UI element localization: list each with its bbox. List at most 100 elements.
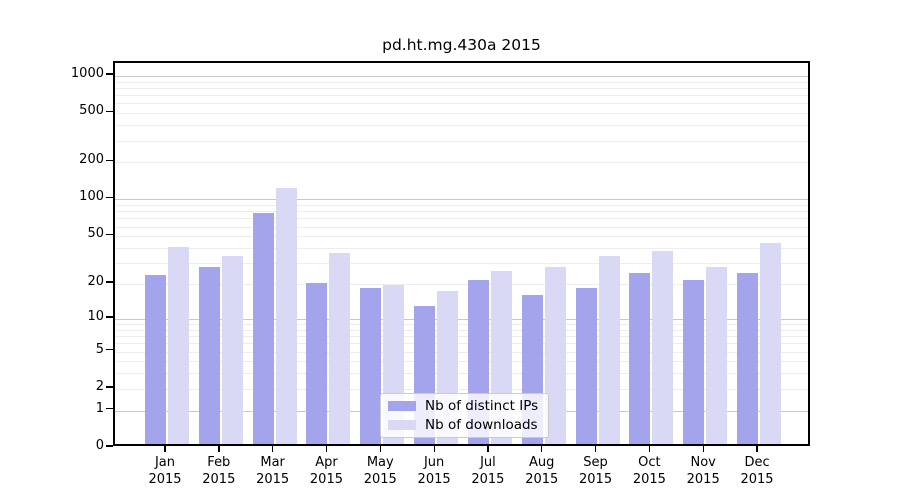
minor-gridline <box>115 373 808 375</box>
bar-distinct-ips-jan <box>145 275 166 444</box>
y-tick-label: 0 <box>95 438 104 453</box>
minor-gridline <box>115 218 808 220</box>
bar-downloads-feb <box>221 255 243 444</box>
x-tick-label-aug: Aug 2015 <box>525 455 559 487</box>
minor-gridline <box>115 324 808 325</box>
y-tick-label: 2 <box>95 378 104 394</box>
x-tick <box>594 446 597 452</box>
major-gridline <box>115 199 808 201</box>
x-tick-label-jun: Jun 2015 <box>417 455 451 487</box>
y-tick <box>106 386 113 388</box>
y-tick <box>106 159 113 162</box>
minor-gridline <box>115 140 808 142</box>
y-tick <box>106 110 113 112</box>
y-tick-label: 10 <box>87 308 104 324</box>
x-tick <box>433 446 435 452</box>
minor-gridline <box>115 81 808 83</box>
bar-distinct-ips-nov <box>683 280 705 444</box>
minor-gridline <box>115 103 808 105</box>
bar-distinct-ips-mar <box>252 212 274 444</box>
legend: Nb of distinct IPs Nb of downloads <box>380 393 549 438</box>
y-tick-label: 20 <box>87 274 104 290</box>
bar-downloads-jan <box>168 246 189 444</box>
minor-gridline <box>115 336 808 338</box>
bar-downloads-oct <box>652 251 674 444</box>
minor-gridline <box>115 329 808 331</box>
major-gridline <box>115 75 808 77</box>
minor-gridline <box>115 125 808 127</box>
y-tick <box>106 316 113 318</box>
y-tick <box>106 445 113 447</box>
x-tick-label-apr: Apr 2015 <box>309 455 343 487</box>
bar-downloads-apr <box>329 252 351 444</box>
minor-gridline <box>115 236 808 238</box>
y-tick <box>106 73 113 75</box>
y-tick <box>106 233 113 235</box>
plot-area: Nb of distinct IPs Nb of downloads <box>113 61 810 446</box>
x-tick <box>218 446 220 452</box>
bar-downloads-aug <box>544 266 566 444</box>
y-tick-label: 500 <box>79 103 104 119</box>
y-tick <box>106 281 113 283</box>
major-gridline <box>115 318 808 320</box>
bar-distinct-ips-may <box>360 288 382 444</box>
minor-gridline <box>115 263 808 265</box>
y-tick-label: 1 <box>95 400 104 416</box>
y-tick <box>106 196 113 199</box>
x-tick <box>756 446 758 452</box>
minor-gridline <box>115 351 808 353</box>
legend-item-downloads: Nb of downloads <box>381 417 548 433</box>
x-tick-label-jul: Jul 2015 <box>471 455 505 487</box>
minor-gridline <box>115 211 808 213</box>
legend-swatch-downloads <box>388 420 416 431</box>
chart-title: pd.ht.mg.430a 2015 <box>382 36 541 54</box>
x-tick-label-mar: Mar 2015 <box>256 455 290 487</box>
minor-gridline <box>115 248 808 249</box>
y-tick-label: 100 <box>79 189 104 205</box>
x-tick <box>325 446 328 452</box>
minor-gridline <box>115 226 808 228</box>
y-tick-label: 1000 <box>70 65 104 81</box>
legend-label-downloads: Nb of downloads <box>425 417 538 434</box>
y-tick <box>106 348 113 351</box>
bar-distinct-ips-dec <box>737 272 759 444</box>
x-tick-label-may: May 2015 <box>363 455 397 487</box>
y-tick-label: 5 <box>95 341 104 357</box>
minor-gridline <box>115 162 808 164</box>
x-tick-label-jan: Jan 2015 <box>148 455 182 487</box>
x-tick-label-oct: Oct 2015 <box>632 455 666 487</box>
minor-gridline <box>115 284 808 286</box>
bar-downloads-dec <box>760 242 782 444</box>
minor-gridline <box>115 361 808 363</box>
minor-gridline <box>115 205 808 207</box>
minor-gridline <box>115 388 808 390</box>
bar-distinct-ips-sep <box>575 288 597 444</box>
bar-distinct-ips-apr <box>306 282 328 444</box>
x-tick-label-nov: Nov 2015 <box>686 455 720 487</box>
bar-downloads-mar <box>275 188 297 444</box>
minor-gridline <box>115 113 808 115</box>
x-tick <box>164 446 166 452</box>
minor-gridline <box>115 95 808 97</box>
minor-gridline <box>115 343 808 345</box>
legend-swatch-distinct-ips <box>388 400 416 411</box>
bar-downloads-sep <box>598 255 620 444</box>
x-tick <box>541 446 543 452</box>
y-tick-label: 200 <box>79 152 104 168</box>
x-tick <box>272 446 274 452</box>
x-tick <box>487 446 489 452</box>
x-tick <box>702 446 704 452</box>
x-tick <box>648 446 651 452</box>
bar-distinct-ips-feb <box>198 266 220 444</box>
x-tick-label-sep: Sep 2015 <box>579 455 613 487</box>
minor-gridline <box>115 87 808 89</box>
x-tick-label-dec: Dec 2015 <box>740 455 774 487</box>
y-tick <box>106 408 113 410</box>
bar-distinct-ips-oct <box>629 272 651 444</box>
y-tick-label: 50 <box>87 226 104 242</box>
x-tick-label-feb: Feb 2015 <box>202 455 236 487</box>
legend-label-distinct-ips: Nb of distinct IPs <box>425 397 539 414</box>
legend-item-distinct-ips: Nb of distinct IPs <box>381 398 548 414</box>
x-tick <box>379 446 381 452</box>
